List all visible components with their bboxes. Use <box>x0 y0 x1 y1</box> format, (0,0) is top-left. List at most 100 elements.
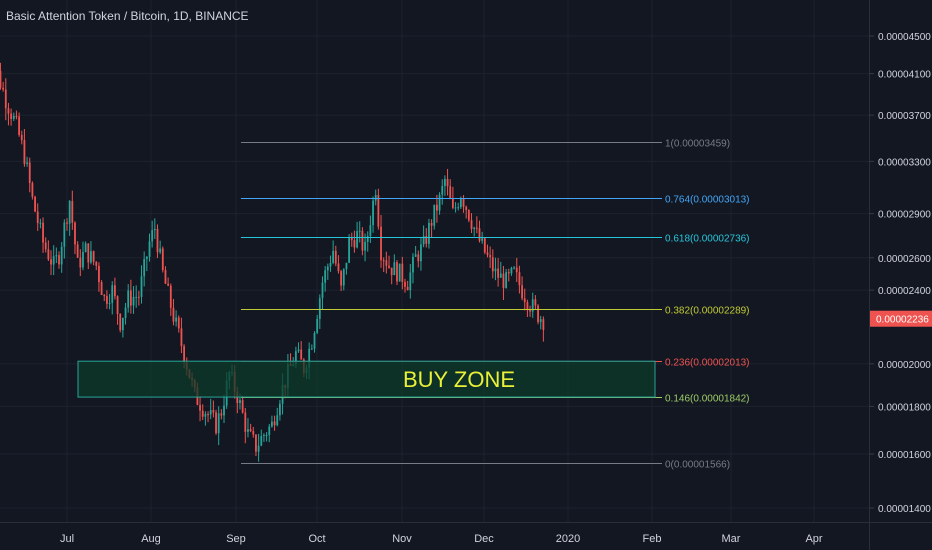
candle-98 <box>247 418 249 438</box>
candle-48 <box>114 277 116 300</box>
candle-124 <box>316 314 319 335</box>
candle-172 <box>444 175 446 196</box>
candle-53 <box>127 284 130 313</box>
candle-128 <box>326 263 329 280</box>
time-axis[interactable]: Jul Aug Sep Oct Nov Dec 2020 Feb Mar Apr <box>60 533 823 545</box>
candle-159 <box>409 264 412 299</box>
candle-46 <box>108 293 111 310</box>
candle-69 <box>169 283 172 316</box>
candle-187 <box>483 237 486 254</box>
candle-108 <box>273 415 276 431</box>
candle-64 <box>156 224 159 258</box>
candle-125 <box>318 294 321 329</box>
candle-109 <box>276 407 279 427</box>
candle-145 <box>372 196 374 233</box>
candle-72 <box>177 315 180 333</box>
candle-14 <box>23 129 26 167</box>
candle-207 <box>537 304 539 325</box>
candle-56 <box>135 285 138 308</box>
candle-181 <box>467 209 470 223</box>
price-tick-label-2: 0.00003700 <box>878 111 931 122</box>
candle-17 <box>31 181 34 200</box>
candle-203 <box>526 299 529 318</box>
candle-198 <box>513 265 515 270</box>
candle-18 <box>34 195 36 213</box>
candle-205 <box>531 292 534 318</box>
candle-164 <box>422 225 425 248</box>
candle-96 <box>241 395 244 414</box>
price-tick-label-10: 0.00001400 <box>878 504 931 515</box>
candle-107 <box>271 415 273 428</box>
candle-158 <box>406 280 409 291</box>
candle-182 <box>470 213 473 234</box>
time-tick-label-9: Apr <box>805 533 822 545</box>
candle-19 <box>36 203 39 231</box>
candle-63 <box>153 218 156 239</box>
candle-199 <box>515 257 518 283</box>
candle-54 <box>129 279 132 314</box>
candle-134 <box>342 268 345 291</box>
candle-117 <box>297 342 300 353</box>
candle-140 <box>358 221 361 243</box>
fib-level-label-2: 0.618(0.00002736) <box>665 234 750 245</box>
candle-131 <box>334 245 337 267</box>
candle-105 <box>265 432 268 442</box>
time-tick-label-5: Dec <box>474 533 494 545</box>
candle-160 <box>412 253 414 284</box>
candle-104 <box>263 433 265 442</box>
candle-195 <box>505 268 508 289</box>
candle-136 <box>348 234 350 264</box>
candle-88 <box>220 409 223 420</box>
candle-84 <box>209 398 212 420</box>
candle-185 <box>478 220 481 243</box>
candlestick-series <box>0 62 545 462</box>
candle-39 <box>90 241 92 265</box>
candle-196 <box>507 268 510 282</box>
candle-23 <box>47 240 50 262</box>
candle-200 <box>518 265 521 294</box>
candle-201 <box>521 276 523 301</box>
candle-146 <box>374 189 377 206</box>
candle-27 <box>58 251 60 269</box>
price-axis[interactable]: 0.00004500 0.00004100 0.00003700 0.00003300… <box>869 32 931 515</box>
current-price-tag-bg <box>870 310 932 327</box>
candle-206 <box>534 295 537 310</box>
symbol-title[interactable]: Basic Attention Token / Bitcoin, 1D, BIN… <box>6 9 249 23</box>
candle-42 <box>98 262 100 292</box>
candle-28 <box>60 242 63 273</box>
time-tick-label-2: Sep <box>226 533 246 545</box>
candle-135 <box>345 262 348 275</box>
candle-81 <box>201 404 204 421</box>
fib-level-label-6: 0(0.00001566) <box>665 460 730 471</box>
candle-162 <box>417 250 420 268</box>
candle-138 <box>353 230 356 253</box>
fib-level-label-5: 0.146(0.00001842) <box>665 394 750 405</box>
buy-zone-box[interactable]: BUY ZONE <box>77 360 656 398</box>
candle-97 <box>244 408 247 444</box>
candle-38 <box>87 243 90 270</box>
candle-30 <box>66 218 68 231</box>
candle-22 <box>44 237 47 253</box>
fib-level-label-1: 0.764(0.00003013) <box>665 195 750 206</box>
candle-45 <box>106 290 108 309</box>
current-price-tag-label: 0.00002236 <box>876 315 929 326</box>
candle-133 <box>340 269 343 292</box>
candle-176 <box>454 202 457 213</box>
candle-68 <box>167 277 170 287</box>
candle-62 <box>151 220 154 248</box>
candle-122 <box>310 344 313 350</box>
candle-85 <box>212 400 215 418</box>
price-tick-label-7: 0.00002000 <box>878 360 931 371</box>
candle-34 <box>76 241 79 258</box>
price-tick-label-1: 0.00004100 <box>878 70 931 81</box>
fib-level-label-4: 0.236(0.00002013) <box>665 358 750 369</box>
candle-55 <box>132 286 135 314</box>
candle-191 <box>494 257 497 281</box>
candle-100 <box>252 426 255 438</box>
fib-level-label-0: 1(0.00003459) <box>665 139 730 150</box>
price-tick-label-3: 0.00003300 <box>878 157 931 168</box>
candle-169 <box>436 194 438 223</box>
candle-174 <box>449 179 452 200</box>
buy-zone-rect[interactable] <box>77 360 656 398</box>
